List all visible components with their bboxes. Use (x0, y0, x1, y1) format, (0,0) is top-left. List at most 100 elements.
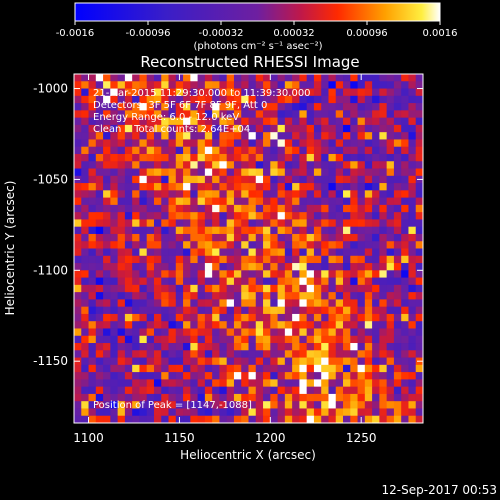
heatmap-cell (393, 263, 402, 271)
heatmap-cell (81, 168, 89, 177)
heatmap-cell (204, 153, 213, 162)
heatmap-cell (117, 379, 126, 388)
heatmap-cell (277, 415, 286, 424)
heatmap-cell (306, 313, 315, 322)
heatmap-cell (103, 372, 111, 380)
heatmap-cell (139, 124, 148, 133)
heatmap-cell (379, 255, 388, 264)
heatmap-cell (277, 306, 286, 315)
heatmap-cell (168, 408, 177, 417)
heatmap-cell (306, 168, 315, 177)
heatmap-cell (212, 335, 220, 344)
heatmap-cell (408, 321, 417, 329)
heatmap-cell (343, 204, 351, 213)
colorbar-tick-label: -0.00096 (126, 28, 171, 39)
heatmap-cell (74, 103, 82, 111)
heatmap-cell (132, 117, 140, 126)
heatmap-cell (350, 103, 358, 111)
heatmap-cell (270, 335, 278, 344)
heatmap-cell (364, 313, 373, 322)
heatmap-cell (248, 277, 257, 286)
heatmap-cell (226, 110, 235, 119)
heatmap-cell (364, 183, 373, 191)
heatmap-cell (74, 270, 82, 278)
heatmap-cell (350, 343, 358, 351)
heatmap-cell (248, 81, 257, 89)
heatmap-cell (132, 168, 140, 177)
heatmap-cell (343, 103, 351, 111)
heatmap-cell (88, 248, 97, 257)
heatmap-cell (321, 183, 329, 191)
heatmap-cell (401, 299, 409, 308)
heatmap-cell (306, 219, 315, 228)
heatmap-cell (408, 372, 417, 380)
heatmap-cell (393, 372, 402, 380)
heatmap-cell (233, 393, 242, 402)
heatmap-cell (372, 161, 380, 169)
heatmap-cell (393, 335, 402, 344)
heatmap-cell (343, 183, 351, 191)
heatmap-cell (241, 299, 249, 308)
heatmap-cell (204, 74, 213, 82)
heatmap-cell (139, 255, 148, 264)
heatmap-cell (190, 110, 198, 119)
heatmap-cell (124, 124, 133, 133)
heatmap-cell (110, 161, 119, 169)
heatmap-cell (95, 146, 104, 155)
heatmap-cell (226, 357, 235, 366)
heatmap-cell (161, 226, 169, 235)
heatmap-cell (212, 292, 220, 300)
heatmap-cell (241, 197, 249, 206)
heatmap-cell (408, 270, 417, 278)
heatmap-cell (175, 270, 184, 278)
heatmap-cell (379, 139, 388, 148)
heatmap-cell (415, 88, 424, 97)
heatmap-cell (415, 313, 424, 322)
heatmap-cell (321, 350, 329, 358)
heatmap-cell (153, 350, 162, 358)
heatmap-cell (81, 393, 89, 402)
heatmap-cell (292, 328, 300, 337)
heatmap-cell (161, 175, 169, 184)
heatmap-cell (343, 110, 351, 119)
heatmap-cell (306, 226, 315, 235)
heatmap-cell (146, 263, 155, 271)
heatmap-cell (241, 175, 249, 184)
heatmap-cell (321, 255, 329, 264)
heatmap-cell (284, 161, 293, 169)
heatmap-cell (124, 132, 133, 140)
heatmap-cell (255, 401, 264, 409)
heatmap-cell (343, 401, 351, 409)
heatmap-cell (226, 343, 235, 351)
heatmap-cell (197, 183, 206, 191)
heatmap-cell (168, 306, 177, 315)
heatmap-cell (277, 110, 286, 119)
colorbar-tick-label: 0.00096 (346, 28, 387, 39)
annotation-peak-position: Position of Peak = [1147,-1088] (93, 400, 252, 411)
heatmap-cell (306, 103, 315, 111)
heatmap-cell (321, 139, 329, 148)
heatmap-cell (270, 328, 278, 337)
y-tick-label: -1150 (33, 354, 68, 368)
heatmap-cell (175, 292, 184, 300)
heatmap-cell (183, 81, 191, 89)
heatmap-cell (103, 357, 111, 366)
heatmap-cell (197, 277, 206, 286)
heatmap-cell (190, 212, 198, 220)
heatmap-cell (379, 343, 388, 351)
heatmap-cell (357, 270, 366, 278)
heatmap-cell (183, 124, 191, 133)
heatmap-cell (74, 81, 82, 89)
heatmap-cell (350, 408, 358, 417)
heatmap-cell (95, 408, 104, 417)
heatmap-cell (81, 190, 89, 198)
heatmap-cell (386, 146, 395, 155)
heatmap-cell (248, 204, 257, 213)
heatmap-cell (190, 81, 198, 89)
heatmap-cell (313, 408, 322, 417)
heatmap-cell (313, 306, 322, 315)
heatmap-cell (81, 313, 89, 322)
heatmap-cell (146, 132, 155, 140)
heatmap-cell (263, 248, 271, 257)
